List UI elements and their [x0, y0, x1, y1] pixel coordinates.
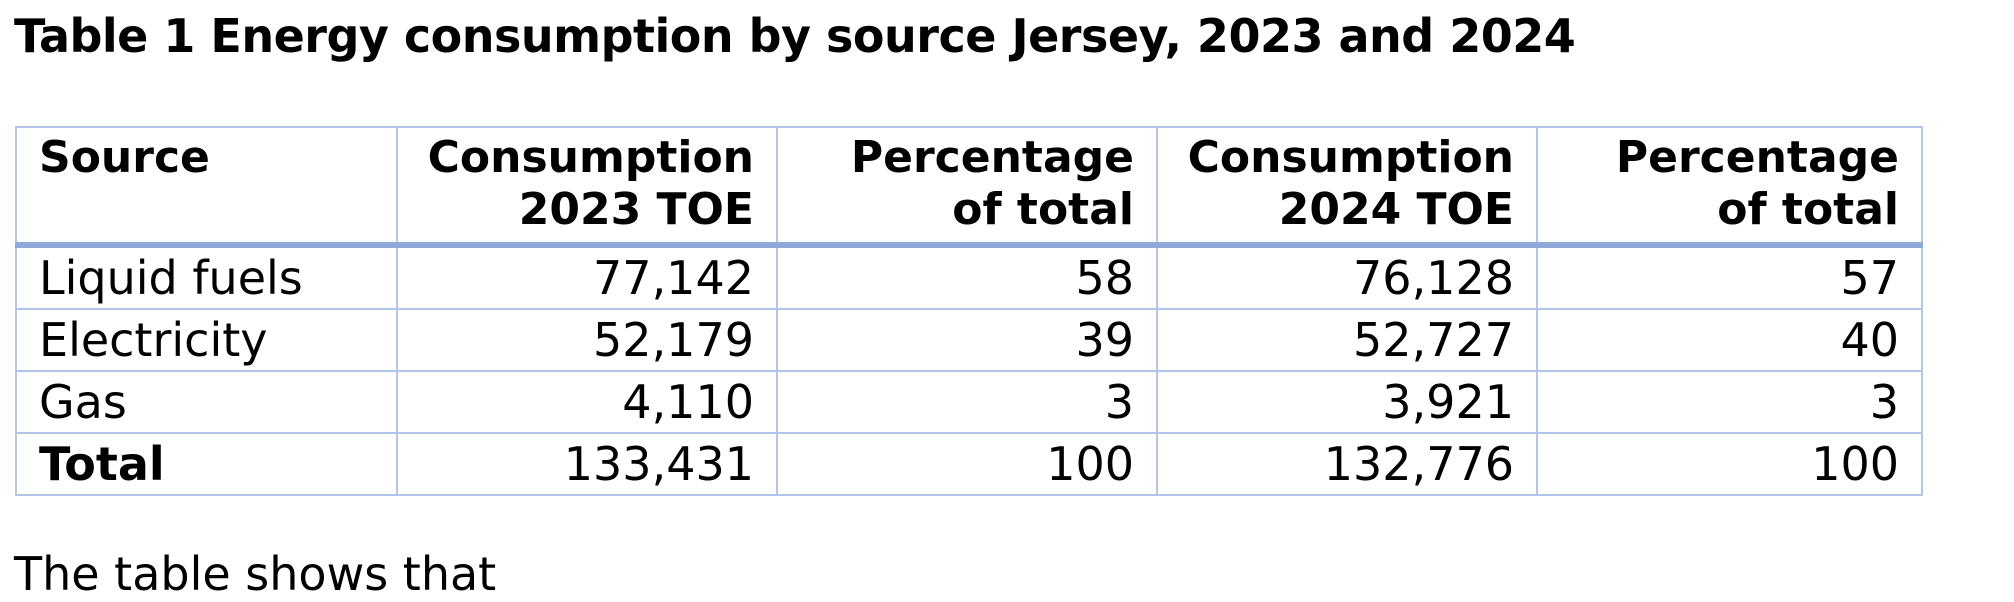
cell-percentage-2023: 100	[776, 432, 1158, 496]
cell-percentage-2024: 100	[1536, 432, 1923, 496]
cell-consumption-2023: 4,110	[396, 370, 778, 434]
cell-percentage-2023: 39	[776, 308, 1158, 372]
table-row-total: Total 133,431 100 132,776 100	[15, 432, 1923, 496]
header-consumption-2023-line1: Consumption	[427, 132, 754, 183]
header-source: Source	[15, 126, 398, 248]
table-header: Source Consumption 2023 TOE Percentage o…	[15, 126, 1923, 248]
cell-source: Gas	[15, 370, 398, 434]
cell-percentage-2023: 58	[776, 244, 1158, 310]
energy-consumption-table: Source Consumption 2023 TOE Percentage o…	[15, 126, 1923, 496]
table-row-gas: Gas 4,110 3 3,921 3	[15, 370, 1923, 434]
header-percentage-2023: Percentage of total	[776, 126, 1158, 248]
header-consumption-2024-line1: Consumption	[1187, 132, 1514, 183]
cell-consumption-2024: 52,727	[1156, 308, 1538, 372]
cell-consumption-2023: 77,142	[396, 244, 778, 310]
header-consumption-2024-line2: 2024 TOE	[1278, 184, 1514, 235]
header-consumption-2023: Consumption 2023 TOE	[396, 126, 778, 248]
cell-percentage-2024: 3	[1536, 370, 1923, 434]
table-body: Liquid fuels 77,142 58 76,128 57 Electri…	[15, 244, 1923, 496]
cell-percentage-2023: 3	[776, 370, 1158, 434]
body-text-partial: The table shows that	[14, 547, 497, 601]
header-source-line1: Source	[39, 132, 210, 183]
header-percentage-2023-line2: of total	[952, 184, 1134, 235]
cell-consumption-2024: 132,776	[1156, 432, 1538, 496]
cell-consumption-2024: 3,921	[1156, 370, 1538, 434]
table-title: Table 1 Energy consumption by source Jer…	[14, 9, 1576, 63]
header-percentage-2024-line1: Percentage	[1615, 132, 1899, 183]
cell-source: Total	[15, 432, 398, 496]
table-row-liquid-fuels: Liquid fuels 77,142 58 76,128 57	[15, 244, 1923, 310]
header-percentage-2023-line1: Percentage	[850, 132, 1134, 183]
cell-source: Liquid fuels	[15, 244, 398, 310]
header-consumption-2023-line2: 2023 TOE	[518, 184, 754, 235]
header-consumption-2024: Consumption 2024 TOE	[1156, 126, 1538, 248]
header-percentage-2024-line2: of total	[1717, 184, 1899, 235]
cell-consumption-2024: 76,128	[1156, 244, 1538, 310]
cell-source: Electricity	[15, 308, 398, 372]
table-row-electricity: Electricity 52,179 39 52,727 40	[15, 308, 1923, 372]
cell-percentage-2024: 40	[1536, 308, 1923, 372]
cell-consumption-2023: 52,179	[396, 308, 778, 372]
cell-consumption-2023: 133,431	[396, 432, 778, 496]
header-row: Source Consumption 2023 TOE Percentage o…	[15, 126, 1923, 248]
cell-percentage-2024: 57	[1536, 244, 1923, 310]
header-percentage-2024: Percentage of total	[1536, 126, 1923, 248]
